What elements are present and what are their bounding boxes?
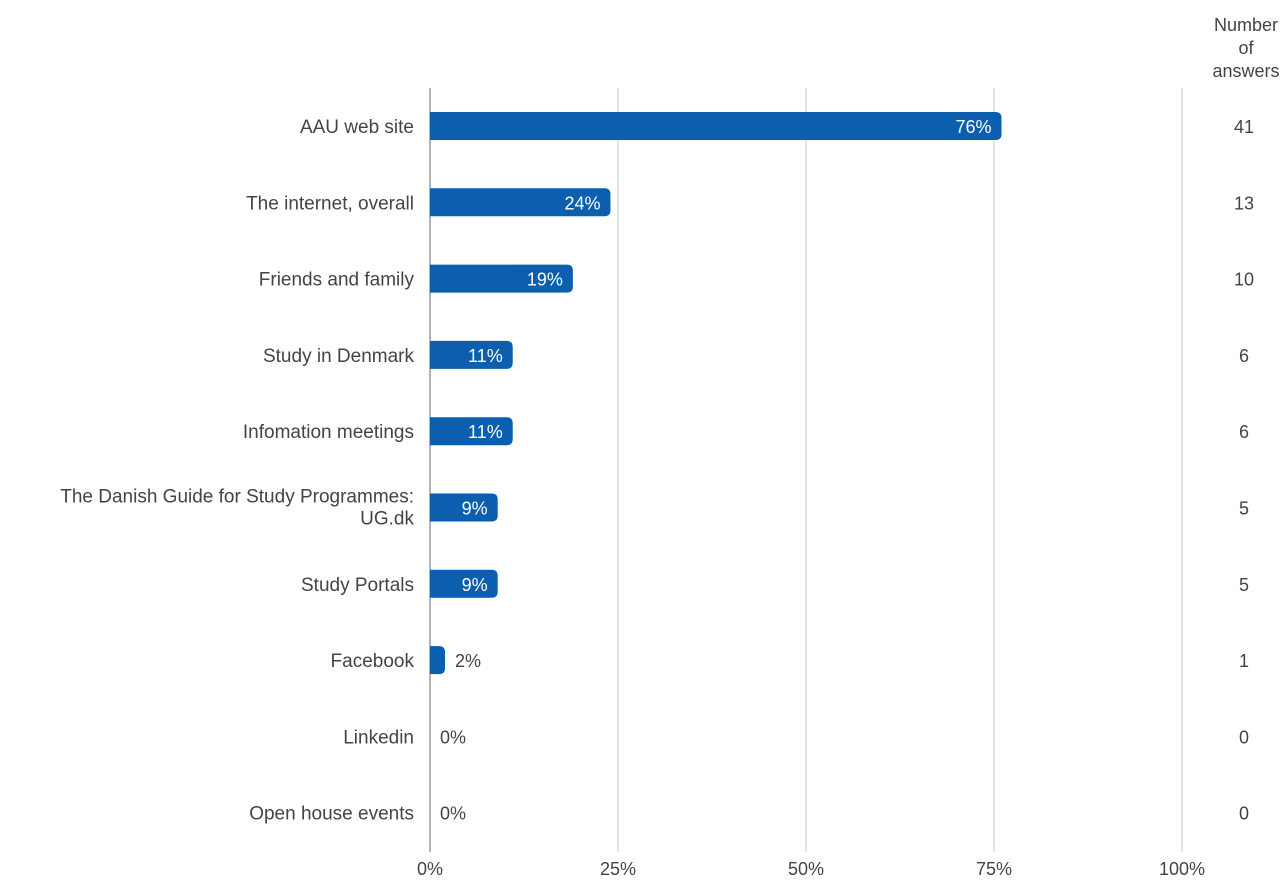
x-tick-label: 100% (1159, 859, 1205, 879)
bar-value-label: 0% (440, 727, 466, 747)
answer-count: 0 (1239, 804, 1249, 824)
category-label: Study in Denmark (263, 346, 415, 367)
category-label: Open house events (249, 804, 414, 825)
bar-value-label: 11% (468, 346, 503, 366)
bar (430, 569, 498, 598)
answer-count: 13 (1234, 193, 1254, 213)
bar-value-label: 9% (462, 575, 488, 595)
x-tick-label: 25% (600, 859, 636, 879)
category-label: Facebook (331, 651, 415, 672)
answer-count: 0 (1239, 727, 1249, 747)
category-label: Infomation meetings (243, 422, 414, 443)
bar-value-label: 19% (527, 270, 563, 290)
category-label: The Danish Guide for Study Programmes: UG… (60, 487, 414, 530)
bar-value-label: 0% (440, 804, 466, 824)
category-label: AAU web site (300, 117, 414, 138)
bar-value-label: 9% (462, 499, 488, 519)
category-label: Linkedin (343, 727, 414, 748)
category-label: Friends and family (259, 270, 415, 291)
answer-count: 41 (1234, 117, 1254, 137)
x-tick-label: 50% (788, 859, 824, 879)
count-column-header: answers (1212, 61, 1279, 81)
bar (430, 493, 498, 522)
bar (430, 340, 513, 369)
answer-count: 1 (1239, 651, 1249, 671)
answer-count: 6 (1239, 422, 1249, 442)
answer-count: 5 (1239, 575, 1249, 595)
answer-count: 5 (1239, 499, 1249, 519)
x-tick-label: 75% (976, 859, 1012, 879)
count-column-header: Number (1214, 15, 1278, 35)
category-label: The internet, overall (246, 193, 414, 214)
bar (430, 264, 573, 293)
answer-count: 10 (1234, 270, 1254, 290)
bar (430, 188, 611, 217)
answer-count: 6 (1239, 346, 1249, 366)
bar-value-label: 76% (955, 117, 991, 137)
bar-value-label: 11% (468, 422, 503, 442)
bar-value-label: 2% (455, 651, 481, 671)
bar (430, 646, 446, 675)
x-tick-label: 0% (417, 859, 443, 879)
bar (430, 417, 513, 446)
count-column-header: of (1238, 38, 1254, 58)
bar-value-label: 24% (564, 193, 600, 213)
bar (430, 112, 1002, 140)
category-label: Study Portals (301, 575, 414, 596)
